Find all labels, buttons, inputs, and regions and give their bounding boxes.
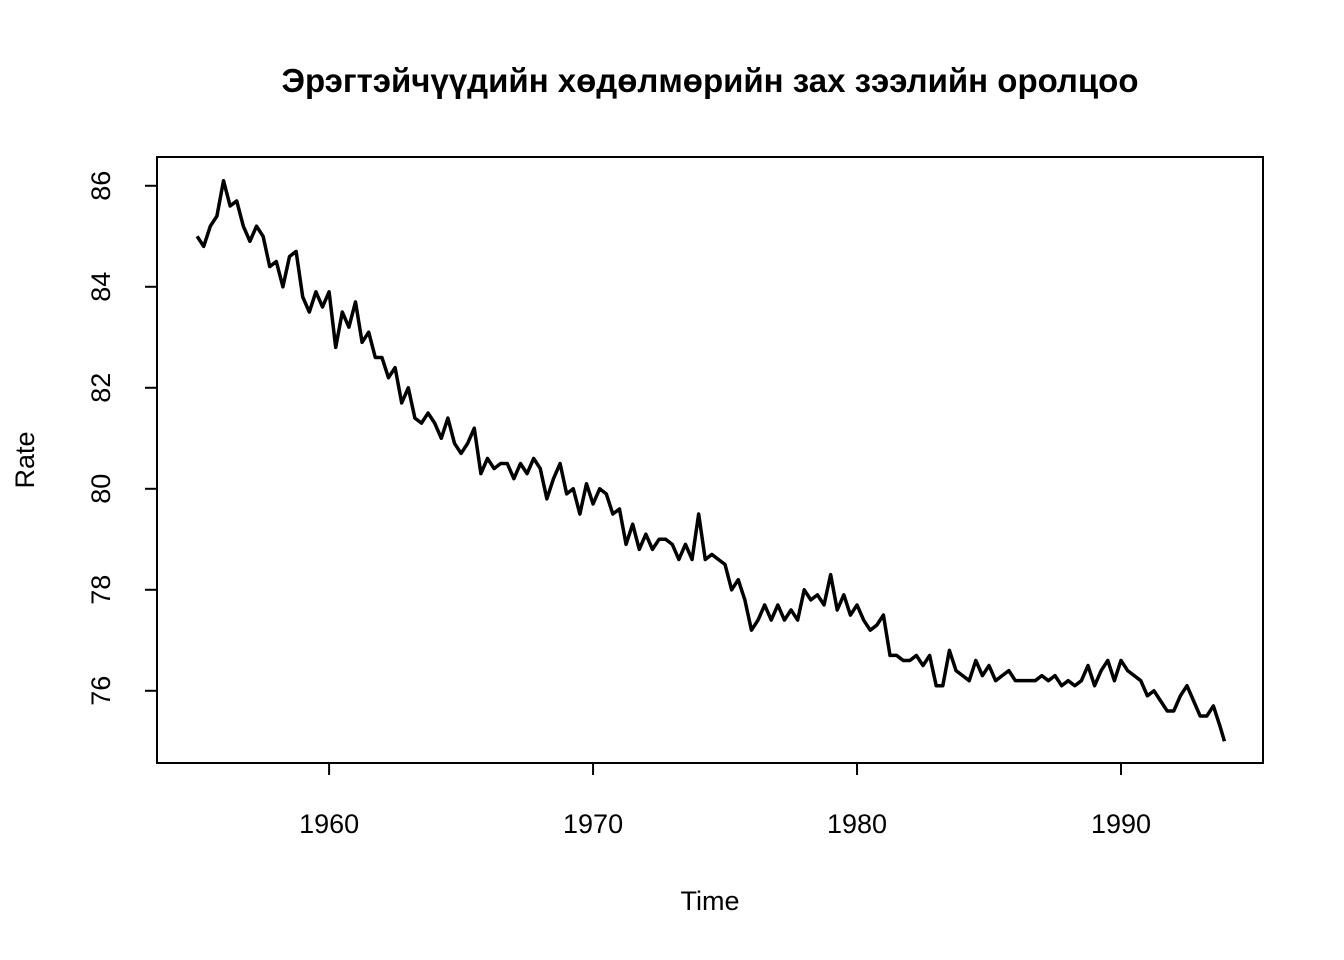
series-line: [195, 178, 1227, 742]
y-axis-label: Rate: [10, 431, 40, 488]
x-axis-label: Time: [681, 886, 740, 916]
x-tick-label: 1960: [299, 809, 359, 839]
chart-title: Эрэгтэйчүүдийн хөдөлмөрийн зах зээлийн о…: [281, 62, 1138, 99]
y-tick-label: 86: [86, 171, 116, 201]
y-tick-label: 82: [86, 373, 116, 403]
y-tick-label: 78: [86, 575, 116, 605]
x-tick-label: 1980: [827, 809, 887, 839]
y-tick-label: 84: [86, 272, 116, 302]
x-tick-label: 1990: [1091, 809, 1151, 839]
x-tick-label: 1970: [563, 809, 623, 839]
y-tick-label: 80: [86, 474, 116, 504]
y-tick-label: 76: [86, 676, 116, 706]
